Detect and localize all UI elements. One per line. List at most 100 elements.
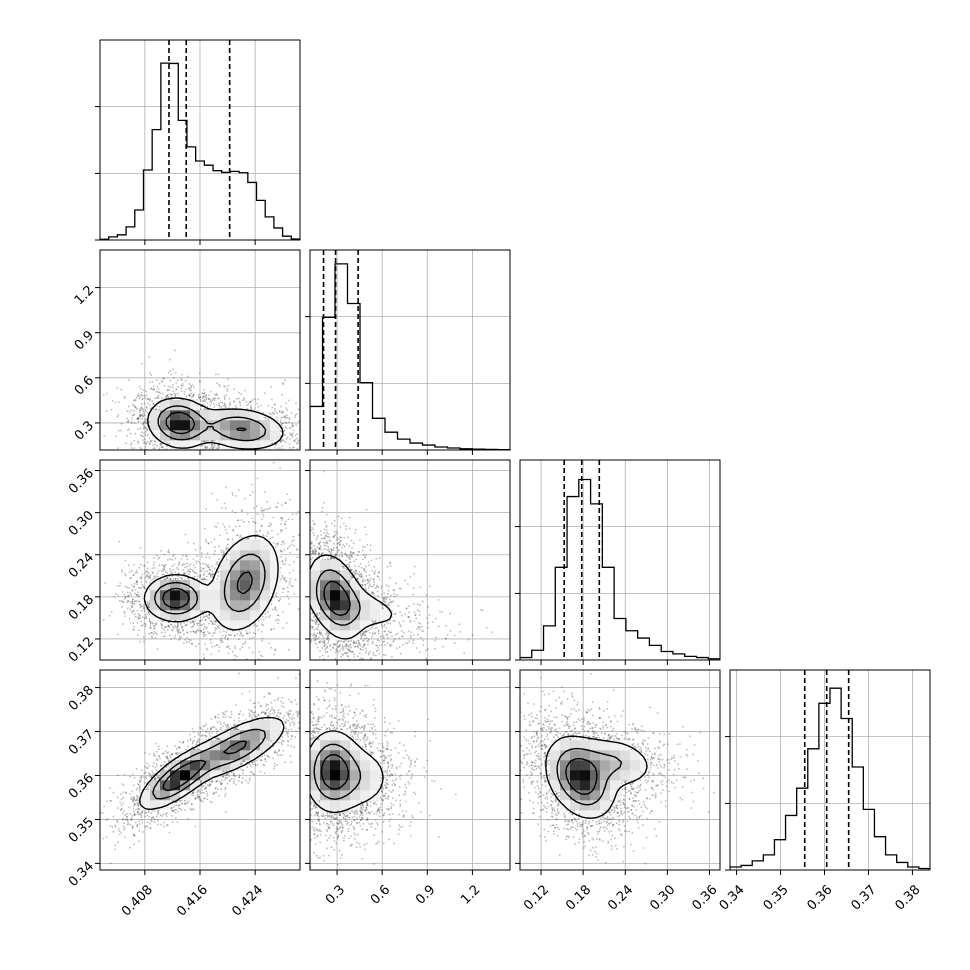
scatter-point [289, 438, 291, 440]
scatter-point [184, 533, 187, 536]
scatter-point [142, 412, 145, 415]
scatter-point [203, 632, 205, 634]
scatter-point [166, 394, 168, 397]
scatter-point [180, 390, 183, 392]
scatter-point [180, 458, 182, 460]
scatter-point [154, 397, 156, 400]
scatter-point [193, 386, 195, 388]
scatter-point [181, 383, 184, 385]
scatter-point [167, 559, 169, 561]
scatter-point [204, 404, 206, 407]
scatter-point [185, 452, 187, 454]
scatter-point [200, 405, 202, 407]
scatter-point [184, 452, 186, 454]
scatter-point [257, 406, 260, 408]
scatter-point [281, 664, 283, 666]
scatter-point [225, 546, 227, 549]
scatter-point [281, 448, 284, 450]
scatter-point [284, 421, 287, 424]
scatter-point [290, 461, 292, 463]
scatter-point [175, 382, 177, 384]
scatter-point [131, 610, 134, 612]
scatter-point [203, 657, 205, 660]
scatter-point [285, 559, 287, 561]
scatter-point [257, 620, 260, 623]
scatter-point [206, 570, 208, 572]
scatter-point [231, 510, 234, 512]
scatter-point [303, 518, 305, 520]
scatter-point [229, 665, 231, 667]
scatter-point [267, 463, 269, 465]
scatter-point [192, 621, 194, 623]
scatter-point [350, 507, 352, 509]
scatter-point [282, 382, 284, 384]
scatter-point [149, 620, 151, 623]
scatter-point [168, 442, 171, 445]
scatter-point [151, 388, 154, 391]
scatter-point [280, 424, 283, 426]
scatter-point [280, 577, 282, 580]
scatter-point [214, 550, 216, 552]
scatter-point [242, 634, 244, 637]
scatter-point [290, 462, 292, 464]
scatter-point [145, 405, 148, 408]
scatter-point [135, 396, 138, 399]
scatter-point [295, 402, 297, 405]
scatter-point [208, 398, 210, 400]
scatter-point [216, 451, 218, 453]
scatter-point [269, 522, 272, 524]
scatter-point [281, 439, 284, 442]
scatter-point [142, 397, 144, 400]
scatter-point [157, 395, 160, 397]
scatter-point [217, 561, 219, 563]
scatter-point [293, 453, 295, 455]
scatter-point [146, 398, 148, 400]
scatter-point [201, 610, 204, 612]
scatter-point [281, 517, 283, 519]
scatter-point [158, 447, 161, 450]
scatter-point [174, 571, 177, 573]
scatter-point [170, 624, 173, 626]
scatter-point [134, 600, 137, 602]
scatter-point [329, 439, 331, 441]
scatter-point [301, 422, 303, 424]
scatter-point [234, 450, 236, 452]
scatter-point [189, 398, 192, 401]
scatter-point [149, 381, 151, 383]
scatter-point [227, 692, 229, 694]
scatter-point [140, 394, 142, 396]
scatter-point [155, 408, 157, 411]
scatter-point [149, 372, 151, 375]
scatter-point [177, 630, 179, 632]
density-cell [210, 430, 221, 441]
scatter-point [262, 454, 264, 456]
scatter-point [307, 425, 309, 427]
scatter-point [126, 417, 128, 420]
scatter-point [141, 573, 143, 576]
scatter-point [307, 468, 309, 470]
scatter-point [132, 610, 135, 612]
scatter-point [140, 392, 143, 394]
scatter-point [197, 468, 199, 470]
scatter-point [298, 420, 300, 423]
scatter-point [263, 515, 265, 518]
scatter-point [292, 447, 294, 449]
scatter-point [131, 602, 134, 605]
scatter-point [187, 541, 189, 544]
scatter-point [268, 463, 270, 465]
scatter-point [224, 398, 226, 401]
scatter-point [148, 575, 151, 578]
scatter-point [291, 540, 293, 543]
scatter-point [180, 622, 182, 624]
scatter-point [244, 642, 246, 645]
scatter-point [206, 456, 208, 458]
scatter-point [177, 572, 180, 574]
scatter-point [119, 582, 122, 585]
scatter-point [141, 423, 144, 425]
scatter-point [237, 453, 239, 455]
scatter-point [221, 458, 223, 460]
scatter-point [234, 645, 236, 648]
scatter-point [152, 622, 154, 625]
scatter-point [192, 564, 195, 566]
scatter-point [281, 445, 283, 448]
